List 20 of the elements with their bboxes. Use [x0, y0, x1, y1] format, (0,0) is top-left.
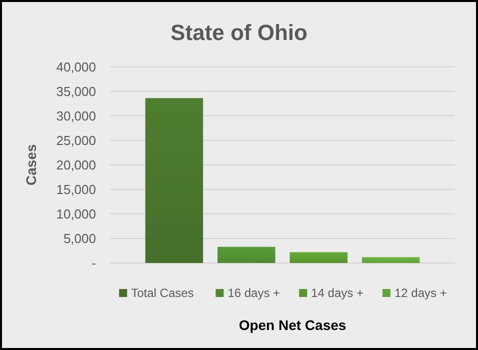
y-tick-label: 15,000	[56, 182, 96, 197]
y-tick-label: 40,000	[56, 59, 96, 74]
y-tick-label: 5,000	[63, 231, 96, 246]
y-tick-label: 35,000	[56, 84, 96, 99]
legend-label: 12 days +	[394, 286, 447, 300]
y-axis-title: Cases	[23, 144, 39, 186]
y-tick-label: 20,000	[56, 157, 96, 172]
bar	[218, 246, 276, 263]
x-axis-title: Open Net Cases	[238, 317, 346, 333]
legend-label: 14 days +	[311, 286, 364, 300]
chart-title: State of Ohio	[170, 20, 308, 45]
bar	[290, 252, 348, 263]
y-tick-label: 30,000	[56, 108, 96, 124]
y-tick-label: 25,000	[56, 132, 96, 148]
y-tick-label: -	[92, 256, 96, 271]
legend-label: Total Cases	[131, 286, 194, 300]
bar	[362, 257, 420, 263]
y-tick-label: 10,000	[56, 206, 96, 222]
legend-label: 16 days +	[228, 286, 280, 300]
bar	[145, 98, 204, 263]
